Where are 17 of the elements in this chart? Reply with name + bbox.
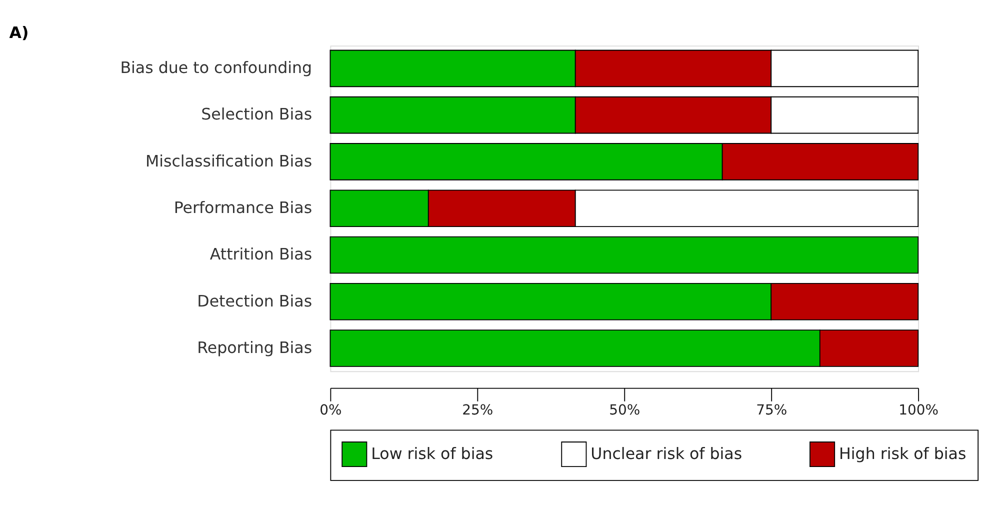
bar [330,236,919,274]
x-tick-label: 75% [756,402,788,418]
y-tick-label: Bias due to confounding [120,58,312,78]
y-tick-label: Performance Bias [174,198,312,217]
text: A) [9,23,29,42]
y-tick-label: Detection Bias [197,291,312,310]
legend-label: High risk of bias [839,444,966,463]
x-tick-label: 100% [898,402,938,418]
x-tick-label: 25% [462,402,494,418]
y-tick-label: Selection Bias [201,104,312,124]
legend-label: Low risk of bias [371,444,494,463]
y-tick-label: Reporting Bias [197,338,312,357]
x-tick-label: 0% [320,402,342,418]
x-tick-label: 50% [609,402,640,418]
y-tick-label: Misclassification Bias [145,151,312,170]
y-tick-label: Attrition Bias [210,244,312,264]
legend-label: Unclear risk of bias [590,444,742,463]
